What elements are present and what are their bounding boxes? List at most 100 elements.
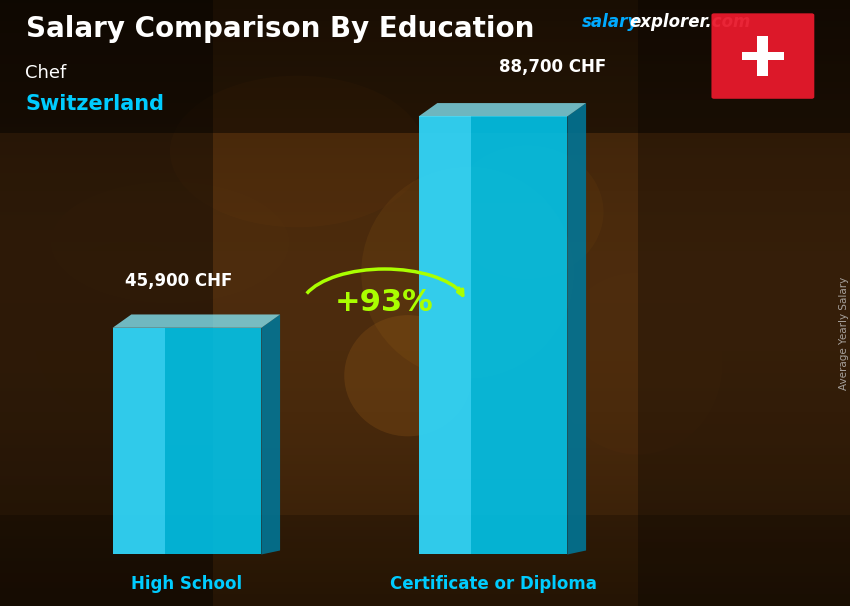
Bar xyxy=(0,194,850,197)
Bar xyxy=(0,61,850,64)
Bar xyxy=(0,564,850,567)
Ellipse shape xyxy=(170,76,425,227)
Bar xyxy=(0,188,850,191)
Bar xyxy=(0,576,850,579)
Bar xyxy=(0,6,850,9)
Bar xyxy=(0,339,850,342)
Bar xyxy=(0,258,850,261)
Bar xyxy=(0,591,850,594)
Bar xyxy=(0,518,850,521)
Polygon shape xyxy=(418,103,586,116)
Polygon shape xyxy=(568,103,586,554)
Text: Chef: Chef xyxy=(26,64,67,82)
Bar xyxy=(0,294,850,297)
Bar xyxy=(0,227,850,230)
Bar xyxy=(0,221,850,224)
Bar xyxy=(0,470,850,473)
Bar xyxy=(0,261,850,264)
Bar xyxy=(0,209,850,212)
Bar xyxy=(0,445,850,448)
Bar xyxy=(0,27,850,30)
Bar xyxy=(0,76,850,79)
Bar xyxy=(0,36,850,39)
Bar xyxy=(0,594,850,597)
Bar xyxy=(0,279,850,282)
Ellipse shape xyxy=(34,242,221,424)
Bar xyxy=(0,551,850,554)
Bar xyxy=(0,115,850,118)
Bar xyxy=(0,515,850,518)
Bar xyxy=(0,424,850,427)
Bar xyxy=(0,24,850,27)
Bar xyxy=(0,245,850,248)
Bar xyxy=(0,155,850,158)
Bar xyxy=(418,116,568,554)
Bar xyxy=(0,394,850,397)
Bar xyxy=(0,33,850,36)
Bar xyxy=(0,182,850,185)
Ellipse shape xyxy=(450,145,604,279)
Bar xyxy=(0,45,850,48)
Ellipse shape xyxy=(552,273,722,454)
Bar xyxy=(0,158,850,161)
Bar xyxy=(0,124,850,127)
Bar xyxy=(0,191,850,194)
Bar xyxy=(0,539,850,542)
Bar xyxy=(0,270,850,273)
Bar xyxy=(0,103,850,106)
Bar xyxy=(0,55,850,58)
Bar xyxy=(0,306,850,309)
Bar xyxy=(0,267,850,270)
Bar xyxy=(0,558,850,561)
Bar xyxy=(0,433,850,436)
Bar xyxy=(112,328,262,554)
Bar xyxy=(0,79,850,82)
Bar xyxy=(0,218,850,221)
Bar xyxy=(0,533,850,536)
Text: Average Yearly Salary: Average Yearly Salary xyxy=(839,277,849,390)
Bar xyxy=(0,233,850,236)
Bar xyxy=(0,530,850,533)
Bar xyxy=(0,521,850,524)
Bar xyxy=(0,248,850,251)
Bar xyxy=(0,385,850,388)
Bar xyxy=(0,161,850,164)
Text: Switzerland: Switzerland xyxy=(26,94,165,114)
Bar xyxy=(0,370,850,373)
Bar xyxy=(0,239,850,242)
Bar xyxy=(0,197,850,200)
Bar xyxy=(0,15,850,18)
Bar xyxy=(0,112,850,115)
Text: High School: High School xyxy=(132,574,242,593)
Bar xyxy=(0,503,850,506)
Bar xyxy=(0,476,850,479)
Bar xyxy=(0,494,850,497)
Bar xyxy=(0,309,850,312)
Bar xyxy=(0,206,850,209)
Bar xyxy=(0,458,850,461)
Bar xyxy=(0,542,850,545)
Bar xyxy=(0,512,850,515)
Bar xyxy=(0,379,850,382)
Bar xyxy=(0,561,850,564)
Bar xyxy=(0,348,850,351)
Bar xyxy=(0,212,850,215)
Bar xyxy=(0,358,850,361)
Bar xyxy=(0,145,850,148)
Bar xyxy=(0,436,850,439)
Bar xyxy=(0,361,850,364)
Bar xyxy=(0,230,850,233)
Text: salary: salary xyxy=(582,13,639,32)
Bar xyxy=(0,545,850,548)
Bar xyxy=(0,97,850,100)
Bar xyxy=(0,342,850,345)
Bar xyxy=(0,52,850,55)
Bar xyxy=(0,94,850,97)
Bar xyxy=(0,121,850,124)
Bar xyxy=(0,91,850,94)
Bar xyxy=(0,185,850,188)
Text: 45,900 CHF: 45,900 CHF xyxy=(125,272,232,290)
Bar xyxy=(0,506,850,509)
Bar xyxy=(0,312,850,315)
Bar xyxy=(0,406,850,409)
